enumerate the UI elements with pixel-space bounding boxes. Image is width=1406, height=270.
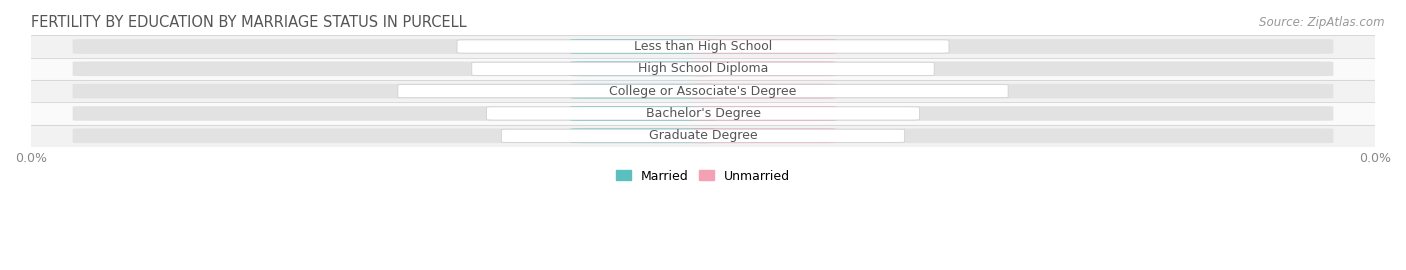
FancyBboxPatch shape	[690, 62, 837, 76]
FancyBboxPatch shape	[690, 106, 1333, 121]
Text: 0.0%: 0.0%	[627, 42, 658, 52]
Text: High School Diploma: High School Diploma	[638, 62, 768, 75]
FancyBboxPatch shape	[569, 106, 716, 121]
Text: 0.0%: 0.0%	[748, 42, 779, 52]
Text: 0.0%: 0.0%	[627, 131, 658, 141]
Text: 0.0%: 0.0%	[627, 109, 658, 119]
Text: College or Associate's Degree: College or Associate's Degree	[609, 85, 797, 98]
FancyBboxPatch shape	[690, 129, 837, 143]
Text: 0.0%: 0.0%	[627, 64, 658, 74]
Legend: Married, Unmarried: Married, Unmarried	[612, 164, 794, 188]
Text: Bachelor's Degree: Bachelor's Degree	[645, 107, 761, 120]
FancyBboxPatch shape	[472, 62, 934, 75]
FancyBboxPatch shape	[398, 85, 1008, 98]
FancyBboxPatch shape	[690, 39, 837, 54]
Bar	[31, 125, 1375, 147]
FancyBboxPatch shape	[690, 84, 837, 99]
Bar	[31, 102, 1375, 125]
FancyBboxPatch shape	[73, 39, 716, 54]
FancyBboxPatch shape	[457, 40, 949, 53]
FancyBboxPatch shape	[73, 84, 716, 99]
Text: Source: ZipAtlas.com: Source: ZipAtlas.com	[1260, 16, 1385, 29]
Text: Less than High School: Less than High School	[634, 40, 772, 53]
FancyBboxPatch shape	[690, 129, 1333, 143]
Text: 0.0%: 0.0%	[748, 109, 779, 119]
FancyBboxPatch shape	[569, 39, 716, 54]
Text: 0.0%: 0.0%	[748, 64, 779, 74]
Text: 0.0%: 0.0%	[627, 86, 658, 96]
FancyBboxPatch shape	[73, 62, 716, 76]
FancyBboxPatch shape	[690, 62, 1333, 76]
FancyBboxPatch shape	[569, 62, 716, 76]
Bar	[31, 35, 1375, 58]
FancyBboxPatch shape	[569, 84, 716, 99]
Text: 0.0%: 0.0%	[748, 86, 779, 96]
FancyBboxPatch shape	[73, 106, 716, 121]
FancyBboxPatch shape	[569, 129, 716, 143]
FancyBboxPatch shape	[502, 129, 904, 142]
FancyBboxPatch shape	[486, 107, 920, 120]
FancyBboxPatch shape	[73, 129, 716, 143]
FancyBboxPatch shape	[690, 39, 1333, 54]
Bar	[31, 58, 1375, 80]
Text: FERTILITY BY EDUCATION BY MARRIAGE STATUS IN PURCELL: FERTILITY BY EDUCATION BY MARRIAGE STATU…	[31, 15, 467, 30]
FancyBboxPatch shape	[690, 84, 1333, 99]
Text: 0.0%: 0.0%	[748, 131, 779, 141]
Bar	[31, 80, 1375, 102]
FancyBboxPatch shape	[690, 106, 837, 121]
Text: Graduate Degree: Graduate Degree	[648, 129, 758, 142]
